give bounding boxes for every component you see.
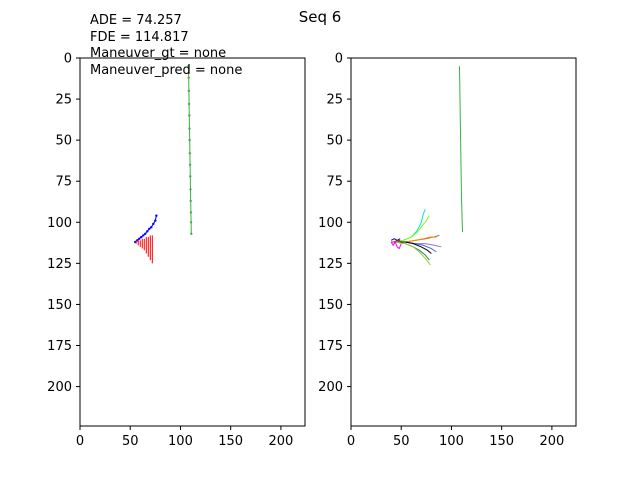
right-subplot: 0 50 100 150 200 0 25 50 75 100 125 150 175 200: [318, 52, 577, 449]
right-ytick-label: 100: [318, 216, 343, 231]
left-xtick-label: 100: [168, 434, 193, 449]
left-series-point: [187, 76, 190, 79]
left-ytick-label: 175: [47, 339, 72, 354]
right-xtick-label: 50: [393, 434, 410, 449]
left-series-point: [142, 234, 145, 237]
left-subplot: 0 50 100 150 200 0 25 50 75 100 125 150 175 200: [47, 52, 306, 449]
left-series-point: [189, 211, 193, 214]
right-series-line-7: [395, 241, 432, 254]
left-series-point: [187, 102, 191, 106]
left-series-point: [138, 237, 141, 240]
left-series-point: [189, 221, 193, 224]
right-xtick-label: 0: [347, 434, 355, 449]
right-series-line-0: [458, 66, 463, 233]
right-xtick-label: 200: [539, 434, 564, 449]
left-series-point: [189, 199, 192, 203]
left-series-point: [148, 227, 151, 231]
left-xtick-label: 200: [268, 434, 293, 449]
left-series-point: [152, 222, 155, 226]
left-ytick-label: 125: [47, 257, 72, 272]
annotation-maneuver-pred: Maneuver_pred = none: [90, 63, 242, 78]
left-series-point: [144, 232, 147, 235]
left-ytick-label: 50: [55, 134, 72, 149]
left-xtick-label: 150: [218, 434, 243, 449]
right-ytick-label: 125: [318, 257, 343, 272]
right-series-line-11: [391, 239, 401, 243]
left-ytick-label: 200: [47, 380, 72, 395]
annotation-ade: ADE = 74.257: [90, 13, 182, 28]
left-series-point: [154, 219, 157, 222]
left-series-point: [188, 114, 191, 117]
right-series-line-10: [390, 240, 402, 250]
left-axes-frame: [79, 57, 306, 427]
left-series-point: [187, 65, 190, 68]
left-series-point: [189, 175, 192, 178]
left-series-point: [146, 230, 149, 233]
right-ytick-label: 0: [335, 52, 343, 67]
left-series-point: [187, 89, 191, 93]
right-axes-frame: [350, 57, 577, 427]
figure-title: Seq 6: [299, 8, 342, 26]
right-ytick-label: 150: [318, 298, 343, 313]
left-series-point: [150, 226, 153, 229]
left-series-point: [189, 188, 192, 191]
right-xtick-label: 100: [439, 434, 464, 449]
left-series-point: [188, 163, 192, 166]
right-ytick-label: 25: [326, 93, 343, 108]
right-ytick-label: 50: [326, 134, 343, 149]
left-ytick-label: 0: [64, 52, 72, 67]
left-ytick-label: 75: [55, 175, 72, 190]
right-series-line-12: [390, 238, 401, 241]
annotation-fde: FDE = 114.817: [90, 30, 189, 45]
left-xtick-label: 0: [76, 434, 84, 449]
left-series-point: [188, 152, 192, 155]
left-series-point: [188, 127, 191, 130]
right-series-line-9: [395, 241, 431, 266]
left-xtick-label: 50: [122, 434, 139, 449]
left-series-point: [140, 235, 143, 239]
annotation-maneuver-gt: Maneuver_gt = none: [90, 46, 226, 61]
left-ytick-label: 100: [47, 216, 72, 231]
left-series-point: [190, 232, 193, 235]
left-ytick-label: 150: [47, 298, 72, 313]
right-ytick-label: 200: [318, 380, 343, 395]
left-series-point: [155, 214, 158, 217]
right-series-line-2: [395, 215, 430, 243]
left-series-point: [188, 138, 191, 142]
right-ytick-label: 75: [326, 175, 343, 190]
annotation-block: ADE = 74.257 FDE = 114.817 Maneuver_gt =…: [90, 13, 242, 78]
left-ytick-label: 25: [55, 93, 72, 108]
right-xtick-label: 150: [489, 434, 514, 449]
right-ytick-label: 175: [318, 339, 343, 354]
